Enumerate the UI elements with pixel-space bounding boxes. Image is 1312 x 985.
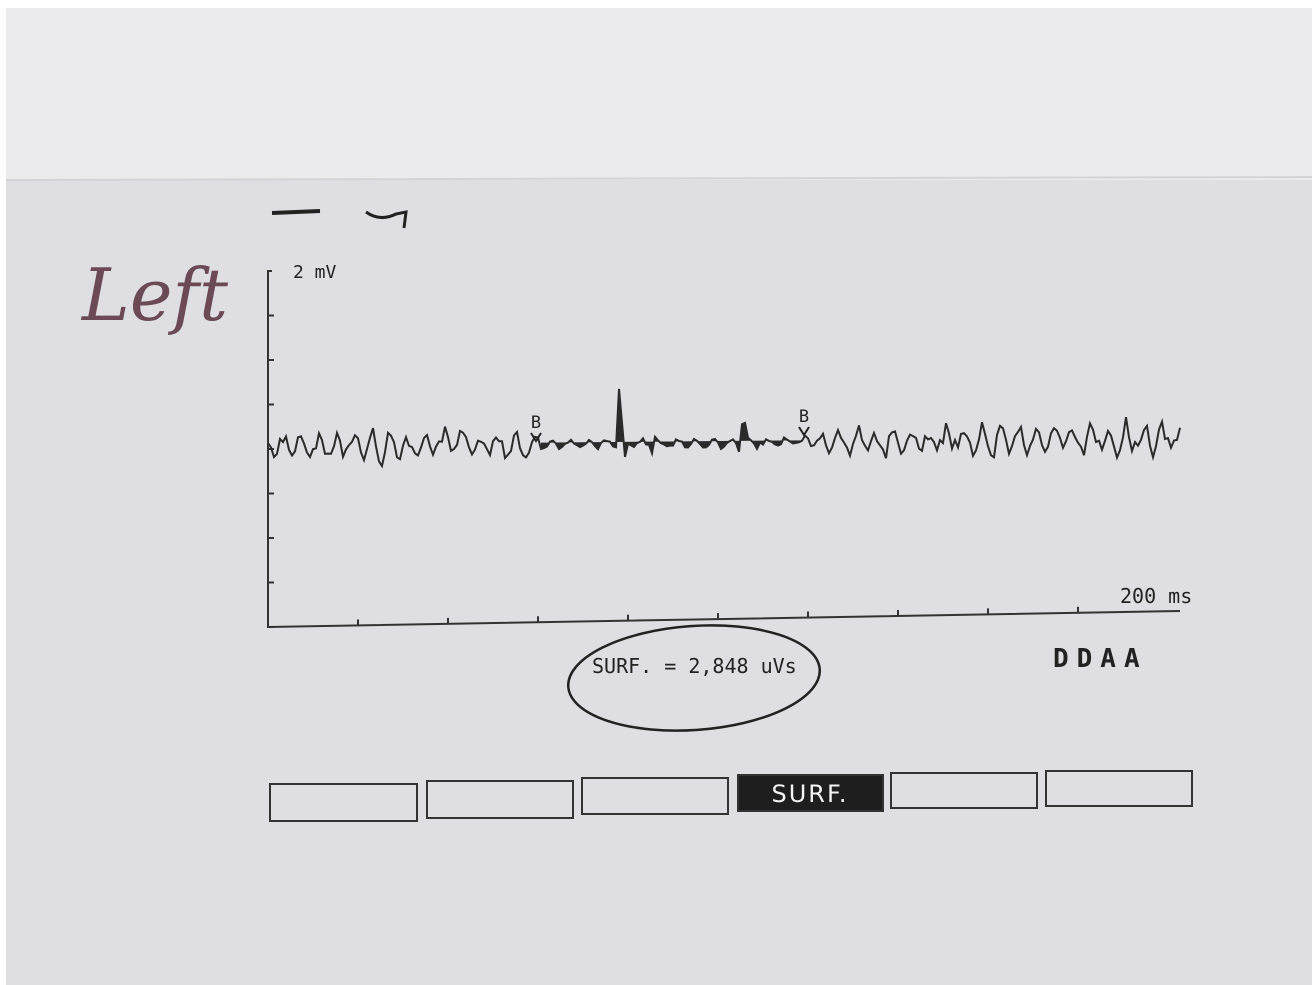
active-button-label: SURF. bbox=[771, 780, 848, 808]
x-scale-label: 200 ms bbox=[1120, 584, 1192, 608]
result-text: SURF. = 2,848 uVs bbox=[592, 654, 797, 678]
marker-label: B bbox=[799, 407, 809, 427]
status-code: DDAA bbox=[1053, 644, 1148, 674]
handwritten-note: Left bbox=[80, 253, 229, 337]
page: Left 2 mV 200 ms B B SURF. = 2,848 uVs D… bbox=[0, 0, 1312, 985]
marker-label: B bbox=[531, 413, 541, 433]
scribble bbox=[272, 211, 320, 213]
y-scale-label: 2 mV bbox=[293, 262, 337, 283]
paper-top bbox=[6, 8, 1312, 180]
